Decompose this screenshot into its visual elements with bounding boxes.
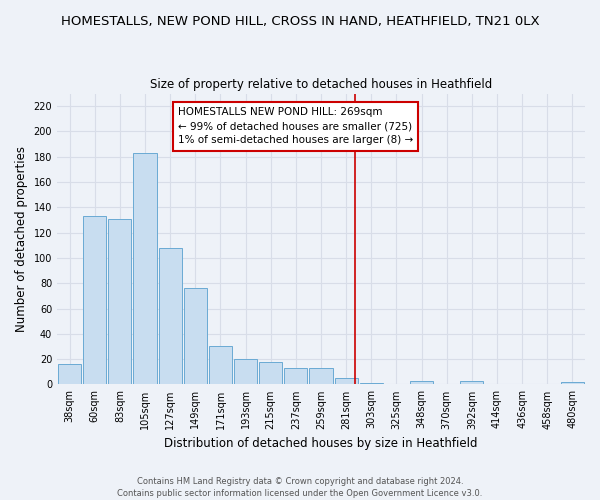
- Text: HOMESTALLS NEW POND HILL: 269sqm
← 99% of detached houses are smaller (725)
1% o: HOMESTALLS NEW POND HILL: 269sqm ← 99% o…: [178, 108, 413, 146]
- Bar: [259, 362, 283, 384]
- Text: HOMESTALLS, NEW POND HILL, CROSS IN HAND, HEATHFIELD, TN21 0LX: HOMESTALLS, NEW POND HILL, CROSS IN HAND…: [61, 15, 539, 28]
- Bar: [58, 364, 81, 384]
- Bar: [360, 383, 383, 384]
- Y-axis label: Number of detached properties: Number of detached properties: [15, 146, 28, 332]
- Bar: [234, 359, 257, 384]
- Bar: [310, 368, 332, 384]
- Bar: [284, 368, 307, 384]
- Bar: [133, 153, 157, 384]
- Bar: [209, 346, 232, 385]
- Bar: [109, 219, 131, 384]
- Title: Size of property relative to detached houses in Heathfield: Size of property relative to detached ho…: [150, 78, 492, 91]
- Bar: [561, 382, 584, 384]
- Bar: [460, 380, 484, 384]
- Bar: [158, 248, 182, 384]
- Bar: [83, 216, 106, 384]
- Bar: [410, 380, 433, 384]
- Bar: [184, 288, 207, 384]
- Text: Contains HM Land Registry data © Crown copyright and database right 2024.
Contai: Contains HM Land Registry data © Crown c…: [118, 476, 482, 498]
- Bar: [335, 378, 358, 384]
- X-axis label: Distribution of detached houses by size in Heathfield: Distribution of detached houses by size …: [164, 437, 478, 450]
